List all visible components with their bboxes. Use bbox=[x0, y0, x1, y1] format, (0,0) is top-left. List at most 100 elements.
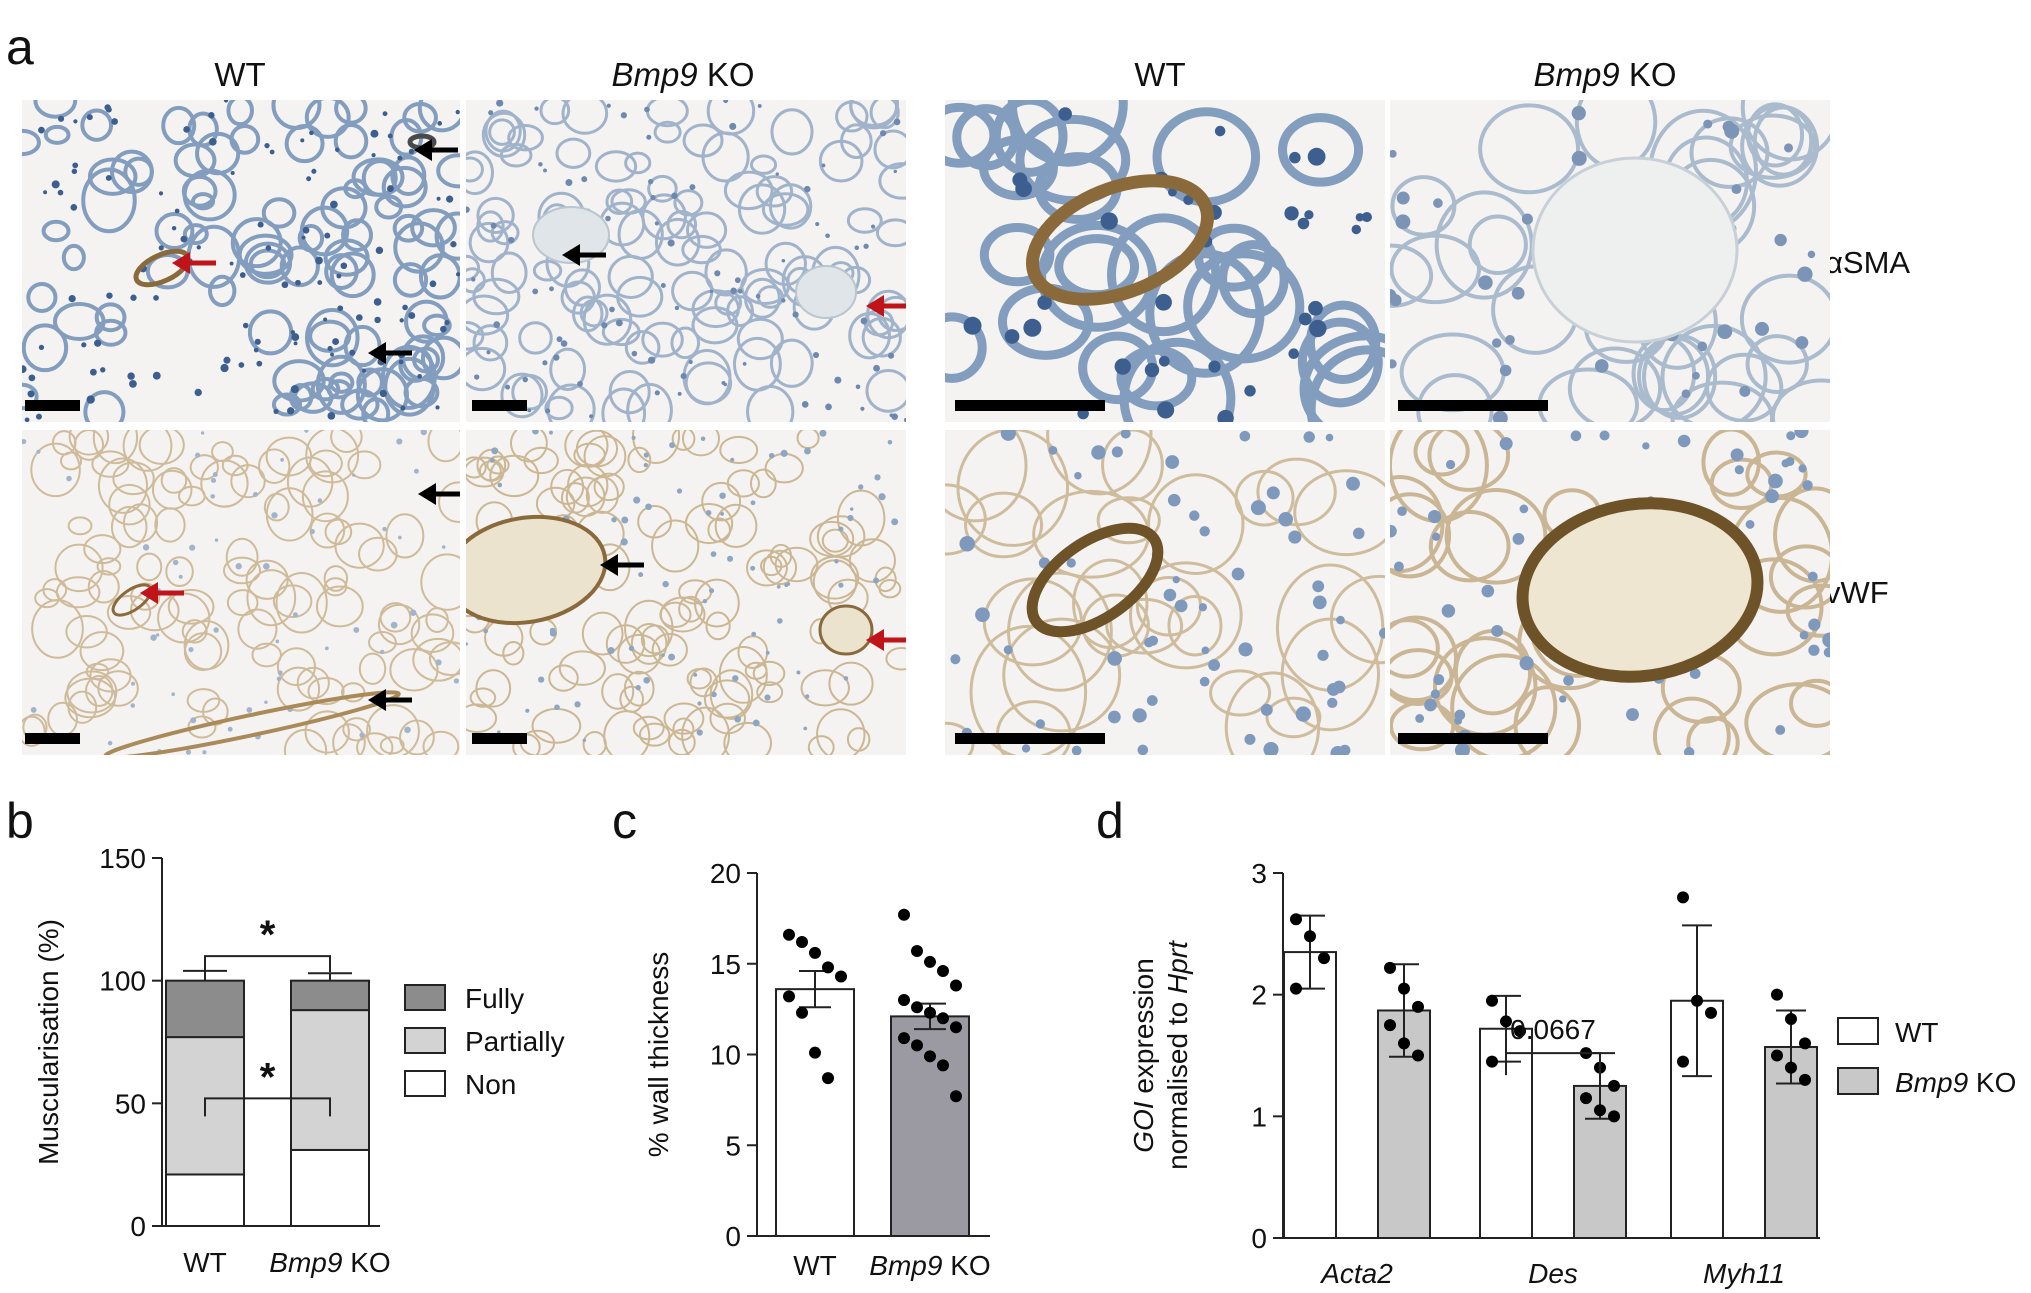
gene-label: Bmp9 bbox=[611, 56, 698, 93]
column-label-ko-high-mag: Bmp9 KO bbox=[1490, 56, 1720, 94]
black-arrow-icon bbox=[368, 342, 386, 364]
micrograph-ko-vwf-high bbox=[1390, 430, 1830, 755]
chart-d-data-point bbox=[1799, 1073, 1811, 1086]
vessel-lumen bbox=[820, 606, 872, 654]
chart-d-data-point bbox=[1785, 1061, 1797, 1074]
chart-d-data-point bbox=[1412, 1049, 1424, 1062]
chart-c-y-tick-label: 5 bbox=[725, 1130, 741, 1161]
chart-b-legend-label: Non bbox=[465, 1069, 516, 1100]
label-part: WT bbox=[793, 1250, 837, 1281]
chart-d-data-point bbox=[1705, 1006, 1717, 1019]
vessel-wall bbox=[1026, 174, 1214, 306]
alveolar-network bbox=[945, 430, 1385, 755]
row-label-vwf: vWF bbox=[1825, 575, 1889, 610]
chart-d-data-point bbox=[1290, 913, 1302, 926]
chart-b-significance-bracket bbox=[204, 955, 331, 973]
chart-d-category-label: Acta2 bbox=[1319, 1258, 1393, 1289]
chart-d-bar bbox=[1283, 951, 1337, 1239]
chart-d-data-point bbox=[1500, 1015, 1512, 1028]
micrograph-wt-asma-low bbox=[22, 100, 460, 422]
chart-b-significance-star: * bbox=[260, 913, 276, 957]
micrograph-wt-asma-high bbox=[945, 100, 1385, 422]
chart-c-y-tick-label: 10 bbox=[710, 1040, 741, 1071]
chart-c-data-point bbox=[783, 990, 795, 1003]
chart-d-y-tick-label: 2 bbox=[1251, 980, 1267, 1011]
label-part: WT bbox=[1895, 1017, 1939, 1048]
chart-d-y-tick-label: 1 bbox=[1251, 1101, 1267, 1132]
chart-b-legend-swatch bbox=[404, 1070, 446, 1097]
vessel-wall bbox=[818, 604, 874, 656]
wt-label: WT bbox=[1134, 56, 1186, 93]
black-arrow-icon bbox=[418, 483, 436, 505]
chart-c-data-point bbox=[937, 965, 949, 978]
label-part: KO bbox=[342, 1247, 390, 1278]
micrograph-wt-vwf-low bbox=[22, 430, 460, 755]
vessel-lumen bbox=[1533, 158, 1737, 342]
micrograph-wt-vwf-high bbox=[945, 430, 1385, 755]
chart-d-y-tick-label: 0 bbox=[1251, 1223, 1267, 1254]
scale-bar bbox=[472, 400, 527, 411]
black-arrow-icon bbox=[414, 139, 432, 161]
chart-c-data-point bbox=[911, 1039, 923, 1052]
label-part: KO bbox=[1968, 1067, 2016, 1098]
vessel-lumen bbox=[533, 207, 609, 263]
tissue-image bbox=[22, 430, 460, 755]
chart-c-y-tick-label: 20 bbox=[710, 858, 741, 889]
chart-d-data-point bbox=[1799, 1037, 1811, 1050]
chart-c-bar bbox=[775, 988, 855, 1237]
row-label-asma: αSMA bbox=[1825, 245, 1911, 280]
scale-bar bbox=[1398, 400, 1548, 411]
chart-d-data-point bbox=[1771, 1049, 1783, 1062]
chart-c-data-point bbox=[898, 1032, 910, 1045]
column-label-wt-low-mag: WT bbox=[125, 56, 355, 94]
black-arrow-icon bbox=[368, 689, 386, 711]
chart-d-data-point bbox=[1580, 1092, 1592, 1105]
label-part: Bmp9 bbox=[1895, 1067, 1968, 1098]
nuclei bbox=[22, 430, 459, 755]
chart-c-data-point bbox=[950, 1021, 962, 1034]
nuclei bbox=[22, 100, 460, 422]
label-part: Bmp9 bbox=[869, 1250, 942, 1281]
tissue-image bbox=[466, 100, 906, 422]
chart-b-y-tick-label: 100 bbox=[99, 966, 146, 997]
column-label-ko-low-mag: Bmp9 KO bbox=[568, 56, 798, 94]
chart-c-bar bbox=[890, 1015, 970, 1238]
chart-d-data-point bbox=[1691, 994, 1703, 1007]
chart-d-data-point bbox=[1608, 1110, 1620, 1123]
tissue-image bbox=[1390, 100, 1830, 422]
chart-d-y-label-line1: GOI expression bbox=[1128, 958, 1159, 1153]
scale-bar bbox=[1398, 733, 1548, 744]
wt-label: WT bbox=[214, 56, 266, 93]
tissue-image bbox=[945, 430, 1385, 755]
chart-c-data-point bbox=[898, 908, 910, 921]
ko-suffix: KO bbox=[697, 56, 755, 93]
ko-suffix: KO bbox=[1619, 56, 1677, 93]
panel-label-b: b bbox=[6, 793, 34, 849]
vessel-wall bbox=[1026, 522, 1164, 638]
chart-b-y-tick-label: 50 bbox=[115, 1088, 146, 1119]
black-arrow-icon bbox=[562, 244, 580, 266]
gene-label: Bmp9 bbox=[1533, 56, 1620, 93]
label-part: expression bbox=[1128, 958, 1159, 1101]
vessel-wall bbox=[1531, 156, 1739, 344]
chart-c-data-point bbox=[937, 1059, 949, 1072]
label-part: GOI bbox=[1128, 1101, 1159, 1153]
chart-b-significance-bracket bbox=[204, 1097, 331, 1117]
chart-c-y-label: % wall thickness bbox=[643, 952, 674, 1157]
chart-d-data-point bbox=[1486, 1055, 1498, 1068]
chart-d-data-point bbox=[1514, 1025, 1526, 1038]
vessel-lumen bbox=[1522, 503, 1758, 677]
chart-d-legend-label: WT bbox=[1895, 1017, 1939, 1048]
chart-c-data-point bbox=[937, 1012, 949, 1025]
chart-c-data-point bbox=[809, 1046, 821, 1059]
chart-c-data-point bbox=[924, 955, 936, 968]
chart-c-data-point bbox=[822, 1072, 834, 1085]
chart-d-data-point bbox=[1412, 1000, 1424, 1013]
vessel-wall bbox=[532, 206, 610, 264]
chart-d-legend-swatch bbox=[1837, 1017, 1879, 1045]
red-arrow-icon bbox=[866, 629, 884, 651]
label-part: normalised to bbox=[1162, 994, 1193, 1170]
vessel-lumen bbox=[796, 266, 856, 318]
chart-d-y-tick-label: 3 bbox=[1251, 858, 1267, 889]
chart-d-data-point bbox=[1594, 1104, 1606, 1117]
